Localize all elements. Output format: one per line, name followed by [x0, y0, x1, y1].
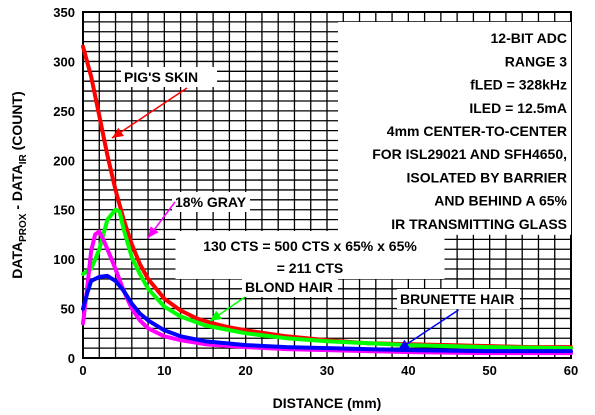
label-arrowhead: [148, 226, 159, 238]
y-tick-label: 0: [68, 351, 75, 366]
formula-note-background: [175, 231, 445, 279]
conditions-text-line: AND BEHIND A 65%: [434, 193, 567, 209]
series-line-3: [81, 273, 573, 354]
x-tick-label: 60: [564, 363, 578, 378]
x-tick-label: 40: [401, 363, 415, 378]
conditions-text-background: [338, 22, 571, 235]
series-line-2: [81, 207, 573, 351]
series-label: BRUNETTE HAIR: [400, 291, 514, 307]
conditions-text-line: 12-BIT ADC: [491, 30, 568, 46]
series-label-background: [397, 289, 520, 309]
series-label: BLOND HAIR: [245, 279, 333, 295]
conditions-text-line: IR TRANSMITTING GLASS: [391, 216, 567, 232]
y-tick-label: 200: [53, 153, 75, 168]
y-axis-title-part1: DATA: [9, 242, 25, 279]
conditions-text-line: FOR ISL29021 AND SFH4650,: [372, 146, 567, 162]
y-tick-label: 250: [53, 104, 75, 119]
y-tick-label: 50: [61, 302, 75, 317]
conditions-text-line: fLED = 328kHz: [470, 77, 567, 93]
label-arrowhead: [210, 310, 222, 321]
label-arrowhead: [398, 339, 410, 350]
conditions-text-line: RANGE 3: [505, 53, 567, 69]
y-axis-title-part3: (COUNT): [9, 91, 25, 154]
label-arrowhead: [112, 127, 124, 138]
x-tick-label: 10: [157, 363, 171, 378]
series-label: PIG'S SKIN: [124, 69, 198, 85]
series-lines: [81, 44, 573, 356]
conditions-text-line: ISOLATED BY BARRIER: [407, 169, 568, 185]
formula-note-line: = 211 CTS: [277, 260, 344, 276]
y-axis-title-part2: - DATA: [9, 164, 25, 213]
x-axis-title: DISTANCE (mm): [273, 395, 382, 411]
y-axis-title-sub2: IR: [18, 154, 29, 165]
label-arrow-line: [111, 87, 188, 139]
conditions-text-line: 4mm CENTER-TO-CENTER: [387, 123, 567, 139]
x-tick-label: 20: [238, 363, 252, 378]
conditions-text-line: ILED = 12.5mA: [469, 100, 567, 116]
series-label-background: [242, 277, 338, 297]
y-tick-label: 150: [53, 203, 75, 218]
label-arrow-line: [397, 309, 459, 351]
x-tick-label: 0: [79, 363, 86, 378]
tick-labels: 0 10 20 30 40 50 60 0 50 100 150 200 250 300 350: [53, 5, 578, 378]
series-label-background: [121, 67, 217, 87]
series-label: 18% GRAY: [175, 194, 247, 210]
annotations: 12-BIT ADC RANGE 3 fLED = 328kHz ILED = 12.…: [111, 22, 571, 351]
series-label-background: [172, 192, 250, 212]
y-axis-title-sub1: PROX: [18, 213, 29, 242]
y-tick-label: 350: [53, 5, 75, 20]
y-tick-label: 100: [53, 252, 75, 267]
x-tick-label: 30: [320, 363, 334, 378]
formula-note-line: 130 CTS = 500 CTS x 65% x 65%: [203, 238, 417, 254]
y-tick-label: 300: [53, 54, 75, 69]
y-axis-title: DATAPROX - DATAIR (COUNT): [9, 91, 29, 278]
x-tick-label: 50: [482, 363, 496, 378]
